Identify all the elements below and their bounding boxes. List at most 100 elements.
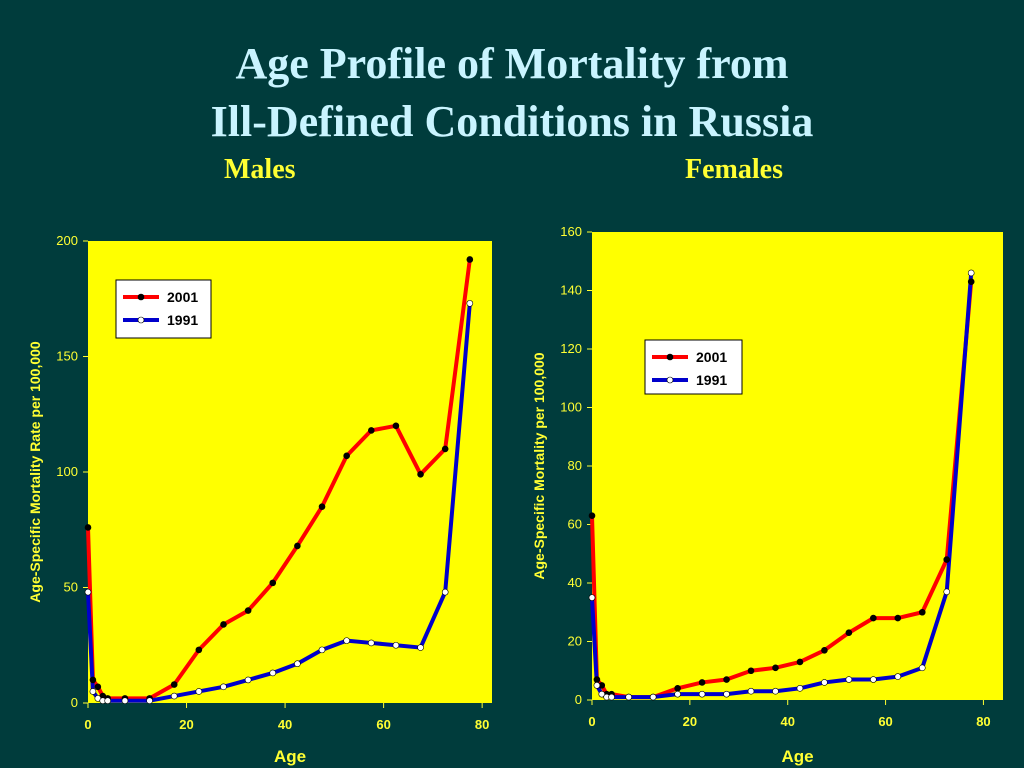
- males-series-1991-point: [318, 646, 326, 654]
- males-series-2001-point: [195, 646, 203, 654]
- females-series-2001-point: [747, 667, 755, 675]
- males-series-1991-point: [392, 641, 400, 649]
- males-x-tick-label: 0: [84, 717, 91, 732]
- males-series-2001-point: [220, 621, 227, 628]
- males-series-2001-point: [94, 683, 102, 691]
- males-series-1991-point: [104, 697, 112, 704]
- males-series-2001-point: [318, 503, 326, 510]
- males-series-1991-point: [343, 637, 350, 644]
- females-series-1991-point: [870, 676, 877, 683]
- females-y-tick-label: 80: [568, 458, 582, 473]
- males-legend-box: [115, 279, 212, 339]
- males-series-2001-point: [269, 579, 277, 587]
- females-series-2001-point: [674, 684, 681, 692]
- females-legend-label-1991: 1991: [696, 372, 727, 388]
- males-series-2001-point: [441, 445, 449, 453]
- females-series-1991-point: [821, 679, 828, 686]
- females-series-1991-point: [845, 676, 853, 683]
- females-series-1991-point: [723, 690, 730, 698]
- females-series-1991-point: [918, 664, 926, 672]
- females-legend-marker-1991: [666, 376, 674, 384]
- females-x-tick-label: 60: [878, 714, 892, 729]
- females-series-2001-point: [943, 556, 951, 563]
- females-x-tick-label: 0: [588, 714, 595, 729]
- females-series-1991-point: [649, 693, 657, 701]
- females-series-1991-point: [598, 690, 606, 698]
- males-x-tick-label: 40: [278, 717, 292, 732]
- females-y-tick-label: 40: [568, 575, 582, 590]
- females-series-1991-point: [943, 588, 951, 596]
- females-series-1991-point: [894, 673, 902, 680]
- females-series-2001-point: [588, 512, 596, 520]
- females-y-tick-label: 120: [560, 341, 582, 356]
- males-y-tick-label: 100: [56, 464, 78, 479]
- males-subtitle: Males: [224, 154, 296, 185]
- females-y-tick-label: 140: [560, 283, 582, 298]
- males-x-tick-label: 80: [475, 717, 489, 732]
- males-series-2001-point: [244, 607, 252, 614]
- males-series-2001-point: [89, 676, 97, 684]
- females-series-1991-point: [747, 687, 755, 695]
- males-series-2001-point: [392, 422, 400, 430]
- males-series-2001-point: [466, 256, 474, 263]
- females-x-tick-label: 40: [780, 714, 794, 729]
- males-series-2001-point: [367, 427, 375, 434]
- females-y-tick-label: 160: [560, 224, 582, 239]
- males-legend-marker-1991: [137, 316, 145, 324]
- females-y-axis-label: Age-Specific Mortality per 100,000: [531, 352, 547, 579]
- females-x-tick-label: 80: [976, 714, 990, 729]
- females-series-1991-point: [772, 687, 779, 695]
- males-series-1991-point: [244, 676, 252, 684]
- males-legend-marker-2001: [137, 293, 145, 301]
- females-series-2001-point: [723, 676, 730, 683]
- females-x-tick-label: 20: [683, 714, 697, 729]
- males-y-tick-label: 0: [71, 695, 78, 710]
- males-series-1991-point: [121, 697, 129, 704]
- males-series-1991-point: [220, 683, 227, 691]
- males-series-1991-point: [294, 660, 301, 668]
- males-legend-label-2001: 2001: [167, 289, 198, 305]
- females-y-tick-label: 0: [575, 692, 582, 707]
- page-title-line1: Age Profile of Mortality from: [235, 39, 789, 88]
- females-y-tick-label: 100: [560, 400, 582, 415]
- females-x-axis-label: Age: [781, 747, 813, 766]
- males-series-1991-point: [84, 588, 92, 596]
- females-series-2001-point: [772, 664, 779, 672]
- males-series-1991-point: [170, 692, 178, 700]
- males-series-1991-point: [195, 688, 203, 695]
- females-subtitle: Females: [685, 154, 783, 185]
- females-series-1991-point: [608, 693, 615, 701]
- males-legend-label-1991: 1991: [167, 312, 198, 328]
- males-series-1991-point: [89, 688, 97, 695]
- females-series-1991-point: [593, 682, 601, 689]
- females-series-2001-point: [870, 614, 877, 622]
- females-series-1991-point: [796, 684, 804, 692]
- females-legend-label-2001: 2001: [696, 349, 727, 365]
- males-series-1991-point: [367, 639, 375, 647]
- males-y-tick-label: 200: [56, 233, 78, 248]
- females-series-2001-point: [796, 658, 804, 666]
- males-series-1991-point: [146, 697, 153, 704]
- females-series-2001-point: [698, 679, 706, 686]
- males-x-tick-label: 60: [376, 717, 390, 732]
- males-series-1991-point: [269, 669, 277, 677]
- females-series-2001-point: [593, 676, 601, 683]
- males-y-tick-label: 50: [64, 580, 78, 595]
- females-legend-box: [644, 339, 743, 395]
- females-series-1991-point: [625, 693, 632, 701]
- females-series-2001-point: [845, 629, 853, 637]
- page-title-line2: Ill-Defined Conditions in Russia: [210, 97, 814, 146]
- females-series-1991-point: [674, 690, 681, 698]
- males-y-axis-label: Age-Specific Mortality Rate per 100,000: [27, 341, 43, 603]
- females-series-1991-point: [698, 690, 706, 698]
- females-y-tick-label: 20: [568, 634, 582, 649]
- males-series-1991-point: [417, 644, 424, 651]
- females-series-2001-point: [918, 608, 926, 616]
- females-plot-area: [592, 232, 1003, 700]
- males-x-axis-label: Age: [274, 747, 306, 766]
- males-series-2001-point: [170, 681, 178, 688]
- males-series-2001-point: [343, 452, 350, 460]
- females-series-2001-point: [894, 614, 902, 622]
- females-series-2001-point: [967, 278, 975, 286]
